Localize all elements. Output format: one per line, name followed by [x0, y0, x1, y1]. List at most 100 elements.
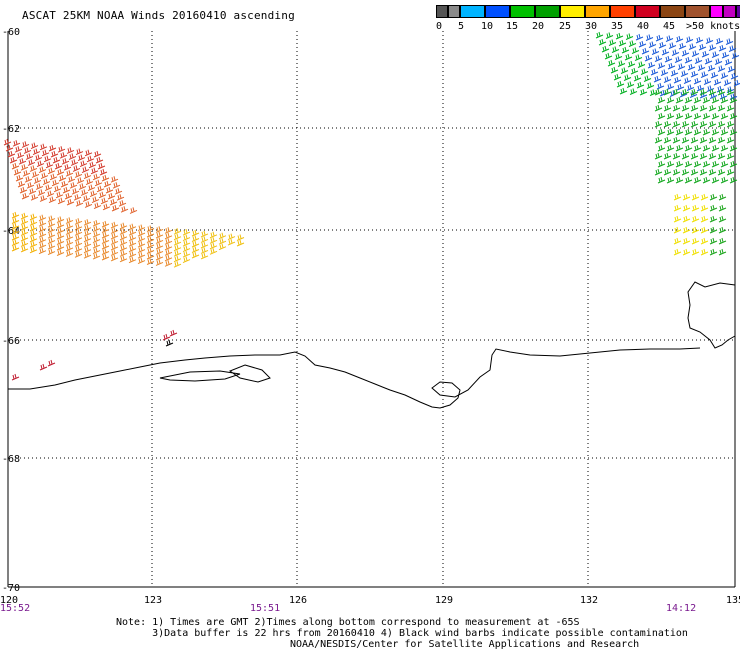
wind-barb: [56, 221, 65, 229]
legend-label-10: 10: [481, 21, 494, 32]
wind-barb: [43, 155, 52, 163]
wind-barb: [671, 49, 680, 56]
wind-barb: [155, 253, 164, 261]
wind-barb: [83, 235, 92, 243]
wind-barb: [27, 159, 36, 166]
wind-barb: [74, 223, 83, 231]
wind-barb: [137, 246, 146, 254]
wind-barb: [47, 359, 56, 367]
wind-barb: [702, 160, 711, 168]
wind-barb: [128, 245, 137, 253]
wind-barb: [69, 182, 78, 189]
wind-barb: [33, 177, 42, 184]
wind-barb: [724, 58, 733, 66]
wind-barb: [682, 215, 691, 223]
wind-barb: [682, 226, 691, 234]
wind-barb: [675, 144, 684, 152]
wind-barb: [675, 112, 684, 120]
wind-barb: [684, 144, 693, 152]
wind-barb: [658, 41, 667, 49]
wind-barb: [77, 154, 86, 162]
wind-barb: [670, 69, 679, 77]
wind-barb: [667, 62, 676, 70]
wind-barb: [708, 104, 717, 112]
wind-barb: [83, 224, 92, 232]
wind-barb: [45, 161, 54, 169]
wind-barb: [620, 67, 629, 74]
wind-barb: [200, 236, 209, 243]
wind-barb: [708, 136, 717, 144]
wind-barb: [85, 178, 94, 186]
wind-barb: [236, 234, 245, 241]
wind-barb: [103, 180, 112, 188]
wind-barb: [89, 190, 98, 198]
wind-barb: [11, 373, 20, 381]
wind-barb: [643, 75, 652, 82]
wind-barb: [709, 215, 718, 223]
wind-barb: [110, 221, 119, 229]
wind-barb: [726, 104, 735, 112]
wind-barb: [720, 96, 729, 104]
wind-barb: [34, 154, 43, 162]
wind-barb: [155, 242, 164, 250]
map-title: ASCAT 25KM NOAA Winds 20160410 ascending: [22, 9, 295, 22]
wind-barb: [11, 217, 20, 224]
wind-barb: [155, 259, 164, 266]
wind-barb: [613, 73, 622, 81]
wind-barb: [664, 55, 673, 63]
lon-label-120: 120: [0, 595, 18, 606]
wind-barb: [38, 220, 47, 227]
wind-barb: [47, 248, 56, 256]
wind-barb: [638, 40, 647, 48]
wind-barb: [14, 146, 23, 153]
wind-barb: [38, 247, 47, 255]
wind-barb: [696, 84, 705, 92]
wind-barb: [709, 248, 718, 256]
wind-barb: [74, 229, 83, 236]
note-line-1: Note: 1) Times are GMT 2)Times along bot…: [116, 617, 580, 628]
wind-barb: [66, 198, 75, 206]
wind-barb: [15, 174, 24, 182]
wind-barb: [726, 152, 735, 160]
wind-barb: [47, 242, 56, 250]
wind-barb: [56, 232, 65, 240]
wind-barb: [691, 50, 700, 57]
lon-label-123: 123: [144, 595, 162, 606]
wind-barb: [75, 148, 84, 156]
wind-barb: [110, 238, 119, 245]
wind-barb: [146, 241, 155, 249]
wind-barb: [675, 176, 684, 184]
wind-barb: [663, 168, 672, 176]
wind-barb: [715, 37, 724, 45]
wind-barb: [227, 233, 236, 241]
wind-barb: [29, 246, 38, 254]
wind-barb: [649, 89, 658, 96]
wind-barb: [20, 229, 29, 236]
wind-barb: [729, 144, 738, 152]
wind-barb: [618, 39, 627, 47]
wind-barb: [29, 224, 38, 232]
wind-barb: [657, 144, 666, 152]
wind-barb: [601, 45, 610, 53]
wind-barb: [68, 153, 77, 160]
wind-barb: [693, 144, 702, 152]
wind-barb: [3, 138, 12, 146]
wind-barb: [666, 83, 675, 90]
wind-barb: [44, 184, 53, 192]
wind-barb: [690, 104, 699, 112]
wind-barb: [690, 120, 699, 128]
wind-barb: [110, 232, 119, 240]
wind-barb: [227, 238, 236, 246]
wind-barb: [92, 225, 101, 233]
wind-barb: [173, 239, 182, 246]
wind-barb: [119, 244, 128, 252]
wind-barb: [111, 204, 120, 212]
wind-barb: [673, 204, 682, 212]
wind-barb: [51, 179, 60, 187]
wind-barb: [30, 194, 39, 201]
wind-barb: [717, 104, 726, 112]
wind-barb: [681, 49, 690, 57]
wind-barb: [83, 172, 92, 180]
wind-barb: [110, 176, 119, 183]
wind-barb: [98, 191, 107, 199]
